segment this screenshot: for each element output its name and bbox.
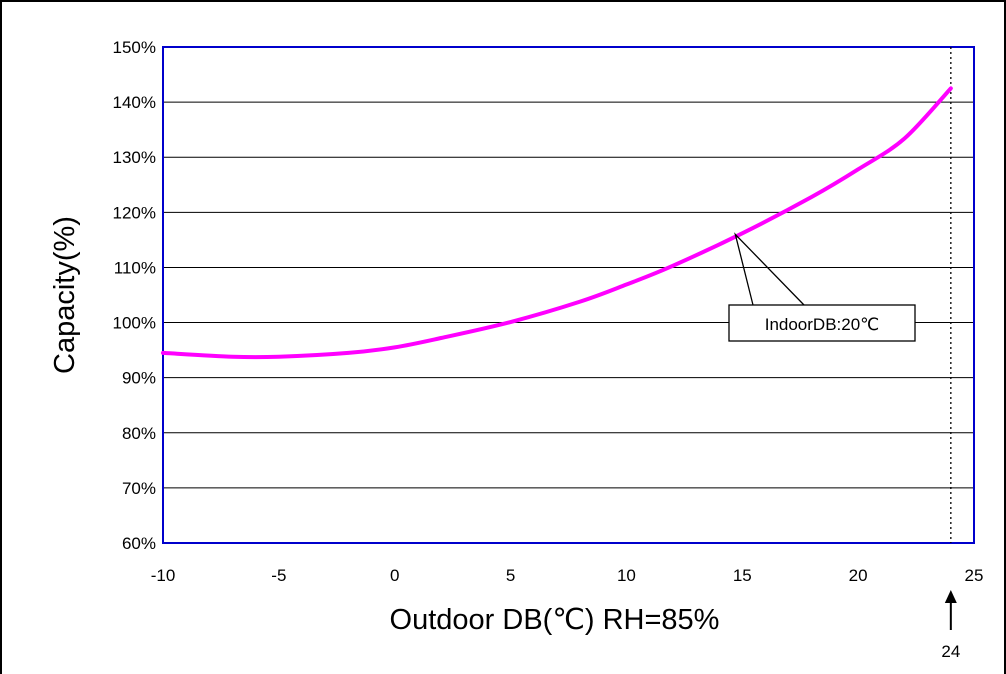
plot-area (162, 46, 975, 544)
series-layer (161, 86, 953, 360)
x-tick-label: -10 (151, 566, 176, 585)
series-callout: IndoorDB:20℃ (728, 232, 916, 342)
y-tick-label: 150% (113, 38, 156, 57)
y-axis-title: Capacity(%) (49, 216, 81, 374)
callout-label: IndoorDB:20℃ (765, 315, 880, 334)
x-tick-label: 5 (506, 566, 515, 585)
x-tick-label: -5 (271, 566, 286, 585)
arrow-label: 24 (941, 642, 960, 661)
y-tick-label: 90% (122, 369, 156, 388)
y-tick-label: 70% (122, 479, 156, 498)
x-tick-label: 10 (617, 566, 636, 585)
y-tick-label: 110% (114, 258, 156, 277)
y-tick-label: 80% (122, 424, 156, 443)
callout-leader (734, 232, 805, 306)
x-tick-label: 20 (849, 566, 868, 585)
arrow-head (944, 590, 957, 603)
series-line (161, 86, 953, 360)
y-tick-label: 130% (113, 148, 156, 167)
x-tick-label: 25 (965, 566, 984, 585)
y-tick-label: 60% (122, 534, 156, 553)
x-tick-label: 15 (733, 566, 752, 585)
x-marker-arrow: 24 (941, 590, 960, 661)
x-tick-labels: -10 -5 0 5 10 15 20 25 (151, 566, 984, 585)
callout-box (728, 304, 916, 342)
y-tick-label: 140% (113, 93, 156, 112)
x-tick-label: 0 (390, 566, 399, 585)
x-axis-title: Outdoor DB(℃) RH=85% (390, 604, 720, 636)
y-tick-labels: 60% 70% 80% 90% 100% 110% 120% 130% 140% 150% (113, 38, 156, 553)
y-tick-label: 100% (113, 314, 156, 333)
grid-lines (163, 101, 974, 489)
y-tick-label: 120% (113, 203, 156, 222)
